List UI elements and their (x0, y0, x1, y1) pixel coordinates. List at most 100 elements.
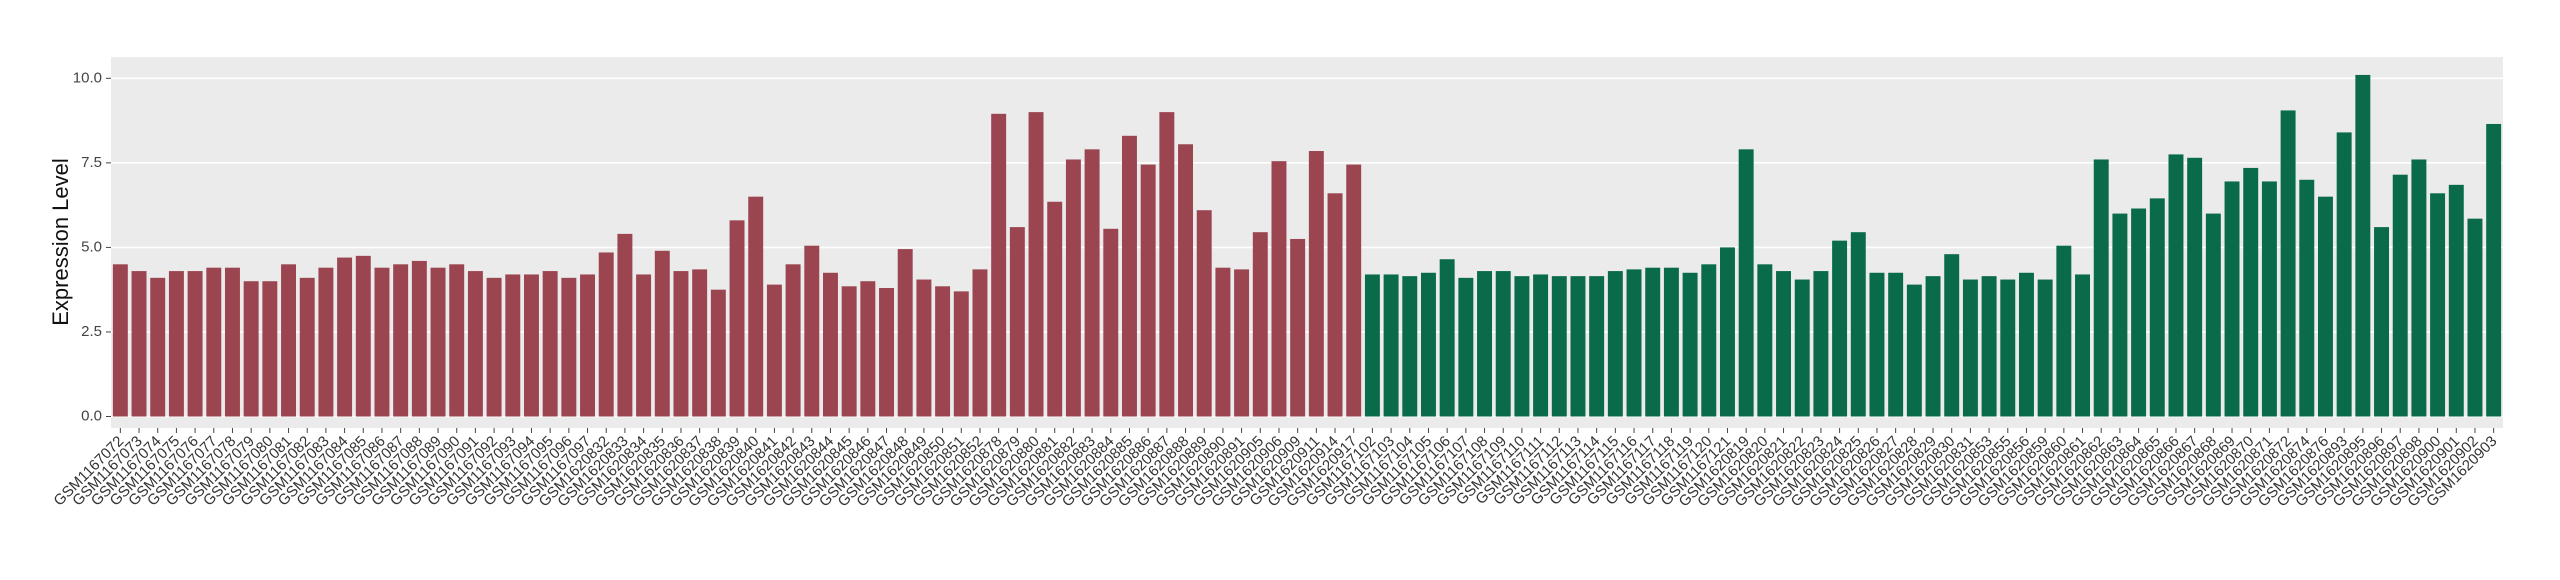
bar (2205, 213, 2221, 417)
bar (1514, 276, 1530, 417)
bar (1701, 264, 1717, 417)
bar (617, 233, 633, 417)
bar (710, 289, 726, 417)
bar (804, 245, 820, 417)
bar (1719, 247, 1735, 417)
bar (673, 271, 689, 417)
bar (1327, 193, 1343, 417)
bar (1178, 144, 1194, 417)
bar (1607, 271, 1623, 417)
bar (1869, 272, 1885, 417)
bar (1028, 112, 1044, 417)
bar (1196, 210, 1212, 417)
bar (1944, 254, 1960, 417)
bar (1962, 279, 1978, 417)
bar (2018, 272, 2034, 417)
bar (972, 269, 988, 417)
bar (112, 264, 128, 417)
bar (1458, 277, 1474, 417)
bar (168, 271, 184, 417)
bar (2392, 174, 2408, 417)
y-tick-label: 5.0 (81, 238, 102, 255)
bar (1364, 274, 1380, 417)
bar (654, 250, 670, 417)
bar (486, 277, 502, 417)
bar (2224, 181, 2240, 417)
bar (318, 267, 334, 417)
bar (1813, 271, 1829, 417)
bar (1439, 259, 1455, 417)
bar (2075, 274, 2091, 417)
bar (1551, 276, 1567, 417)
bar (1663, 267, 1679, 417)
bar (1589, 276, 1605, 417)
bar (2467, 218, 2483, 417)
bar (2056, 245, 2072, 417)
bar (1271, 161, 1287, 417)
bar (449, 264, 465, 417)
bar (131, 271, 147, 417)
bar (2448, 184, 2464, 417)
bar (374, 267, 390, 417)
bar (1215, 267, 1231, 417)
bar (916, 279, 932, 417)
bar (1776, 271, 1792, 417)
bar (150, 277, 166, 417)
bar (2093, 159, 2109, 417)
bar (580, 274, 596, 417)
bar (1757, 264, 1773, 417)
bar (542, 271, 558, 417)
bar (1906, 284, 1922, 417)
bar (841, 286, 857, 417)
bar (1832, 240, 1848, 417)
bar (1308, 151, 1324, 417)
bar (1925, 276, 1941, 417)
bar (243, 281, 259, 417)
bar (897, 249, 913, 417)
bar (2280, 110, 2296, 417)
bar (822, 272, 838, 417)
y-tick-label: 10.0 (73, 69, 102, 86)
bar (860, 281, 876, 417)
bar (1346, 164, 1362, 417)
bar (1570, 276, 1586, 417)
bar (430, 267, 446, 417)
bar (1850, 232, 1866, 417)
bar (1794, 279, 1810, 417)
bar (1252, 232, 1268, 417)
bar (561, 277, 577, 417)
bar (505, 274, 521, 417)
bar (2168, 154, 2184, 417)
bar (262, 281, 278, 417)
bar (2336, 132, 2352, 417)
bar (187, 271, 203, 417)
bar (2355, 74, 2371, 417)
bar (1159, 112, 1175, 417)
bar (1402, 276, 1418, 417)
bar (1738, 149, 1754, 417)
y-tick-label: 0.0 (81, 407, 102, 424)
bar (636, 274, 652, 417)
bar (2131, 208, 2147, 417)
bar (355, 255, 371, 417)
bar (2430, 193, 2446, 417)
bar (953, 291, 969, 417)
bar (1533, 274, 1549, 417)
bar (337, 257, 353, 417)
bar (206, 267, 222, 417)
bar (2187, 157, 2203, 417)
bar (1103, 228, 1119, 417)
bar (935, 286, 951, 417)
bar (1477, 271, 1493, 417)
bar (1065, 159, 1081, 417)
y-tick-label: 2.5 (81, 323, 102, 340)
bar (299, 277, 315, 417)
bar (879, 287, 895, 417)
bar (1981, 276, 1997, 417)
bar (2374, 227, 2390, 417)
bar (1682, 272, 1698, 417)
bar (1047, 201, 1063, 417)
bar (2000, 279, 2016, 417)
